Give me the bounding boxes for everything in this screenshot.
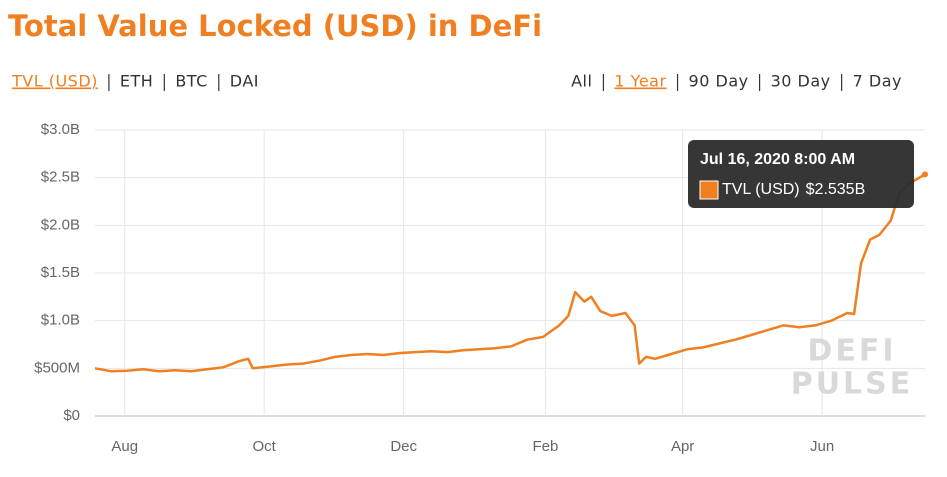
tooltip-box — [688, 140, 914, 208]
watermark: DEFI — [807, 334, 896, 369]
tooltip-date: Jul 16, 2020 8:00 AM — [700, 151, 855, 168]
y-tick-label: $2.5B — [41, 169, 80, 186]
y-tick-label: $1.5B — [41, 264, 80, 281]
tab[interactable]: DAI — [230, 72, 259, 91]
tooltip-value: $2.535B — [806, 181, 866, 198]
y-tick-label: $3.0B — [41, 121, 80, 138]
tooltip-swatch — [699, 180, 719, 200]
tab[interactable]: 1 Year — [614, 72, 666, 91]
x-tick-label: Apr — [671, 438, 694, 455]
line — [94, 173, 926, 373]
x-tick-label: Jun — [810, 438, 834, 455]
tab[interactable]: TVL (USD) — [11, 72, 98, 91]
tab[interactable]: BTC — [175, 72, 207, 91]
tab[interactable]: ETH — [120, 72, 153, 91]
chart-title: Total Value Locked (USD) in DeFi — [8, 9, 542, 43]
x-tick-label: Aug — [111, 438, 138, 455]
y-tick-label: $1.0B — [41, 312, 80, 329]
x-tick-label: Feb — [533, 438, 559, 455]
y-tick-label: $500M — [34, 359, 80, 376]
tab[interactable]: 90 Day — [689, 72, 749, 91]
tab[interactable]: 30 Day — [771, 72, 831, 91]
tab[interactable]: All — [571, 72, 592, 91]
tab[interactable]: 7 Day — [853, 72, 902, 91]
tooltip-series: TVL (USD) — [722, 181, 800, 198]
watermark: PULSE — [791, 367, 914, 402]
x-tick-label: Oct — [253, 438, 277, 455]
y-tick-label: $2.0B — [41, 216, 80, 233]
hover-point — [922, 171, 928, 178]
x-tick-label: Dec — [390, 438, 417, 455]
y-tick-label: $0 — [63, 407, 80, 424]
